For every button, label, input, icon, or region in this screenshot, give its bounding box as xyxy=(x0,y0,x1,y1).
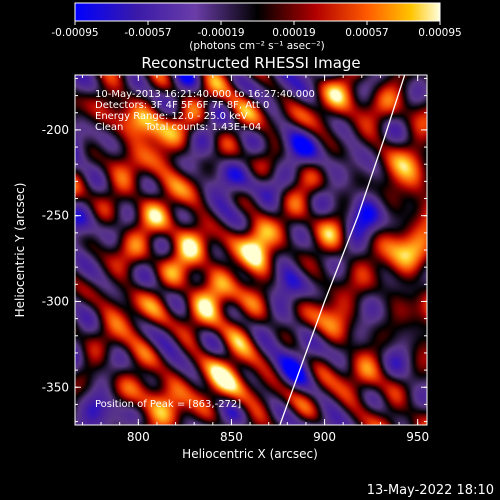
time-range-label: 10-May-2013 16:21:40.000 to 16:27:40.000 xyxy=(95,89,315,100)
x-tick-label: 800 xyxy=(127,430,150,444)
colorbar-ticks: -0.00095 -0.00057 -0.00019 0.00019 0.00057 0.… xyxy=(51,21,462,39)
total-counts-label: Total counts: 1.43E+04 xyxy=(144,122,261,133)
peak-position-label: Position of Peak = [863,-272] xyxy=(95,399,241,410)
footer-timestamp: 13-May-2022 18:10 xyxy=(367,483,494,498)
detectors-label: Detectors: 3F 4F 5F 6F 7F 8F, Att 0 xyxy=(95,100,269,111)
colorbar-tick-label: -0.00095 xyxy=(51,27,98,39)
annotations: 10-May-2013 16:21:40.000 to 16:27:40.000… xyxy=(95,89,315,410)
heatmap-image xyxy=(75,75,427,425)
colorbar-tick-label: 0.00057 xyxy=(345,27,388,39)
x-tick-label: 850 xyxy=(220,430,243,444)
solar-limb-line xyxy=(279,75,406,425)
y-tick-label: -250 xyxy=(42,209,69,223)
colorbar-tick-label: -0.00057 xyxy=(124,27,171,39)
colorbar-tick-label: 0.00019 xyxy=(272,27,315,39)
y-tick-label: -350 xyxy=(42,380,69,394)
x-axis-label: Heliocentric X (arcsec) xyxy=(182,447,318,461)
method-label: Clean xyxy=(95,122,123,133)
energy-range-label: Energy Range: 12.0 - 25.0 keV xyxy=(95,111,248,122)
x-axis-ticks: 800 850 900 950 xyxy=(81,75,429,444)
colorbar-unit-label: (photons cm⁻² s⁻¹ asec⁻²) xyxy=(189,40,324,52)
x-tick-label: 900 xyxy=(313,430,336,444)
y-axis-ticks: -200 -250 -300 -350 xyxy=(42,77,427,423)
y-tick-label: -200 xyxy=(42,123,69,137)
y-tick-label: -300 xyxy=(42,294,69,308)
x-tick-label: 950 xyxy=(406,430,429,444)
y-axis-label: Heliocentric Y (arcsec) xyxy=(13,183,27,318)
colorbar xyxy=(74,2,441,22)
colorbar-tick-label: 0.00095 xyxy=(418,27,461,39)
colorbar-tick-label: -0.00019 xyxy=(197,27,244,39)
chart-title: Reconstructed RHESSI Image xyxy=(141,54,360,72)
